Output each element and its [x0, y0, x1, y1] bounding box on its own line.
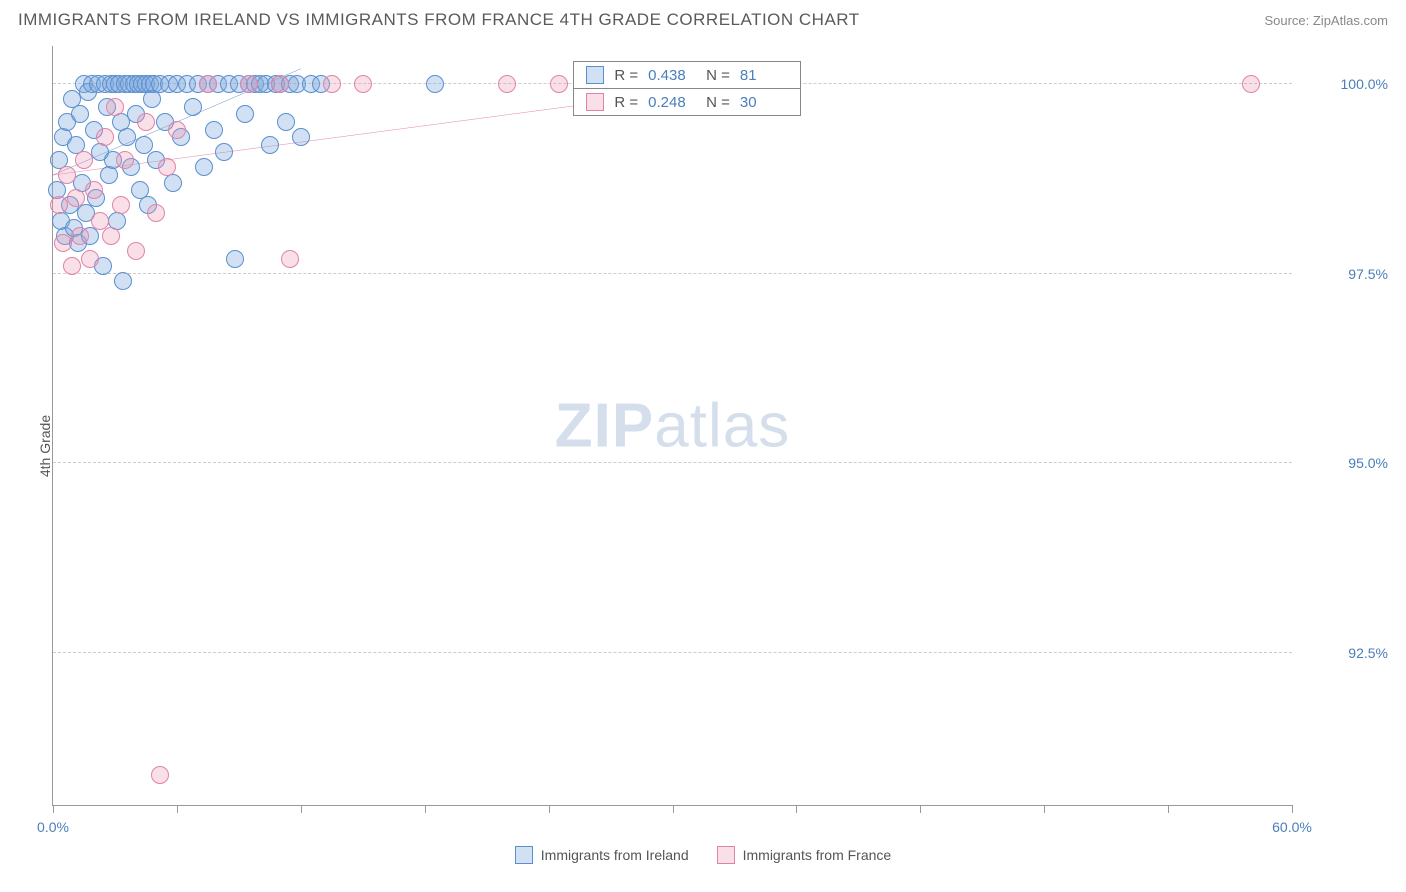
y-tick-label: 95.0%: [1308, 455, 1388, 471]
legend-swatch: [515, 846, 533, 864]
stat-r-value: 0.438: [648, 67, 696, 84]
chart-source: Source: ZipAtlas.com: [1264, 13, 1388, 28]
scatter-point: [106, 98, 124, 116]
scatter-point: [205, 121, 223, 139]
gridline: [53, 462, 1292, 463]
scatter-point: [158, 158, 176, 176]
scatter-point: [281, 250, 299, 268]
scatter-point: [67, 189, 85, 207]
scatter-point: [127, 242, 145, 260]
scatter-point: [215, 143, 233, 161]
stats-row: R = 0.438 N = 81: [574, 62, 800, 89]
x-tick: [920, 805, 921, 813]
scatter-point: [226, 250, 244, 268]
x-tick: [177, 805, 178, 813]
x-tick-label: 60.0%: [1272, 819, 1312, 835]
y-tick-label: 100.0%: [1308, 76, 1388, 92]
scatter-point: [58, 166, 76, 184]
scatter-point: [292, 128, 310, 146]
stats-swatch: [586, 93, 604, 111]
scatter-point: [550, 75, 568, 93]
stats-row: R = 0.248 N = 30: [574, 89, 800, 115]
scatter-point: [54, 234, 72, 252]
stat-n-value: 81: [740, 67, 788, 84]
stats-swatch: [586, 66, 604, 84]
legend-item: Immigrants from Ireland: [515, 846, 689, 864]
y-tick-label: 92.5%: [1308, 645, 1388, 661]
x-tick-label: 0.0%: [37, 819, 69, 835]
x-tick: [53, 805, 54, 813]
scatter-point: [168, 121, 186, 139]
scatter-point: [184, 98, 202, 116]
stat-n-value: 30: [740, 94, 788, 111]
legend-item: Immigrants from France: [717, 846, 892, 864]
scatter-point: [271, 75, 289, 93]
scatter-point: [199, 75, 217, 93]
x-tick: [1044, 805, 1045, 813]
gridline: [53, 652, 1292, 653]
x-tick: [1168, 805, 1169, 813]
scatter-point: [137, 113, 155, 131]
legend-label: Immigrants from France: [743, 847, 892, 863]
scatter-point: [85, 181, 103, 199]
scatter-point: [240, 75, 258, 93]
scatter-point: [354, 75, 372, 93]
scatter-point: [1242, 75, 1260, 93]
stats-box: R = 0.438 N = 81 R = 0.248 N = 30: [573, 61, 801, 116]
scatter-point: [100, 166, 118, 184]
x-tick: [673, 805, 674, 813]
stat-r-label: R =: [614, 94, 638, 111]
scatter-point: [236, 105, 254, 123]
scatter-point: [102, 227, 120, 245]
stat-n-label: N =: [706, 94, 730, 111]
stat-r-label: R =: [614, 67, 638, 84]
chart-header: IMMIGRANTS FROM IRELAND VS IMMIGRANTS FR…: [0, 0, 1406, 36]
legend-swatch: [717, 846, 735, 864]
stat-n-label: N =: [706, 67, 730, 84]
scatter-point: [498, 75, 516, 93]
scatter-point: [63, 257, 81, 275]
scatter-point: [71, 227, 89, 245]
scatter-point: [147, 204, 165, 222]
x-tick: [549, 805, 550, 813]
scatter-point: [114, 272, 132, 290]
legend-label: Immigrants from Ireland: [541, 847, 689, 863]
scatter-point: [118, 128, 136, 146]
trend-lines: [53, 46, 1292, 805]
scatter-point: [116, 151, 134, 169]
scatter-point: [75, 151, 93, 169]
watermark: ZIPatlas: [555, 390, 790, 461]
scatter-point: [50, 196, 68, 214]
x-tick: [1292, 805, 1293, 813]
scatter-point: [96, 128, 114, 146]
scatter-point: [277, 113, 295, 131]
scatter-point: [426, 75, 444, 93]
y-tick-label: 97.5%: [1308, 266, 1388, 282]
scatter-point: [323, 75, 341, 93]
chart-legend: Immigrants from Ireland Immigrants from F…: [0, 846, 1406, 864]
gridline: [53, 273, 1292, 274]
x-tick: [796, 805, 797, 813]
y-axis-label: 4th Grade: [37, 415, 53, 477]
stat-r-value: 0.248: [648, 94, 696, 111]
scatter-point: [81, 250, 99, 268]
scatter-point: [112, 196, 130, 214]
x-tick: [425, 805, 426, 813]
scatter-point: [135, 136, 153, 154]
scatter-point: [261, 136, 279, 154]
scatter-point: [71, 105, 89, 123]
x-tick: [301, 805, 302, 813]
scatter-point: [195, 158, 213, 176]
scatter-point: [151, 766, 169, 784]
chart-title: IMMIGRANTS FROM IRELAND VS IMMIGRANTS FR…: [18, 10, 860, 30]
scatter-chart: ZIPatlas 92.5%95.0%97.5%100.0%0.0%60.0%R…: [52, 46, 1292, 806]
